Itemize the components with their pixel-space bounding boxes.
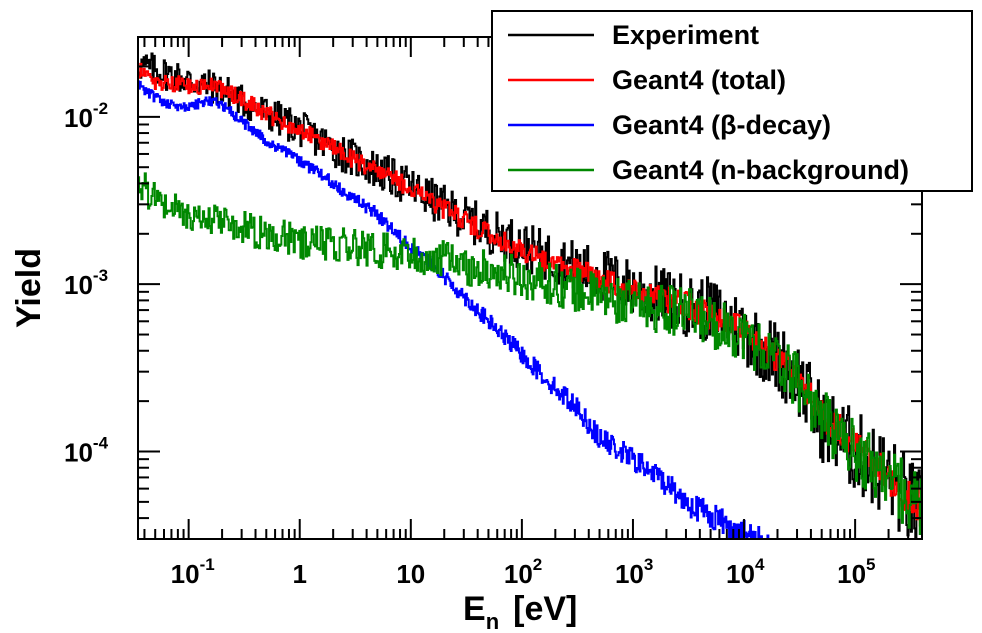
x-tick-label-0: 10-1 bbox=[171, 555, 215, 589]
y-tick-label-0: 10-2 bbox=[64, 99, 108, 133]
x-axis-title-main: E bbox=[463, 590, 486, 628]
x-tick-label-2: 10 bbox=[396, 559, 425, 589]
x-axis-title-subscript: n bbox=[486, 609, 499, 633]
data-series-layer bbox=[138, 52, 922, 539]
legend-label-3: Geant4 (n-background) bbox=[612, 155, 909, 185]
y-tick-label-1: 10-3 bbox=[64, 266, 108, 300]
y-tick-label-2: 10-4 bbox=[64, 434, 109, 468]
legend-label-2: Geant4 (β-decay) bbox=[612, 110, 831, 140]
legend: Experiment Geant4 (total) Geant4 (β-decay)… bbox=[491, 10, 973, 192]
series-line-2 bbox=[138, 80, 770, 539]
series-line-3 bbox=[138, 172, 922, 536]
legend-box bbox=[491, 10, 973, 192]
x-axis-title: En [eV] bbox=[463, 590, 577, 633]
series-line-1 bbox=[138, 62, 922, 527]
x-tick-label-1: 1 bbox=[292, 559, 306, 589]
x-axis-title-unit: [eV] bbox=[513, 590, 577, 628]
x-tick-labels: 10-1 1 10 102 103 104 105 bbox=[171, 555, 876, 589]
x-tick-label-6: 105 bbox=[837, 555, 875, 589]
x-tick-label-3: 102 bbox=[504, 555, 542, 589]
x-tick-label-5: 104 bbox=[726, 555, 765, 589]
legend-label-1: Geant4 (total) bbox=[612, 65, 786, 95]
x-tick-label-4: 103 bbox=[615, 555, 653, 589]
y-axis-title: Yield bbox=[10, 248, 48, 328]
y-tick-labels: 10-2 10-3 10-4 bbox=[64, 99, 109, 468]
legend-label-0: Experiment bbox=[612, 20, 759, 50]
